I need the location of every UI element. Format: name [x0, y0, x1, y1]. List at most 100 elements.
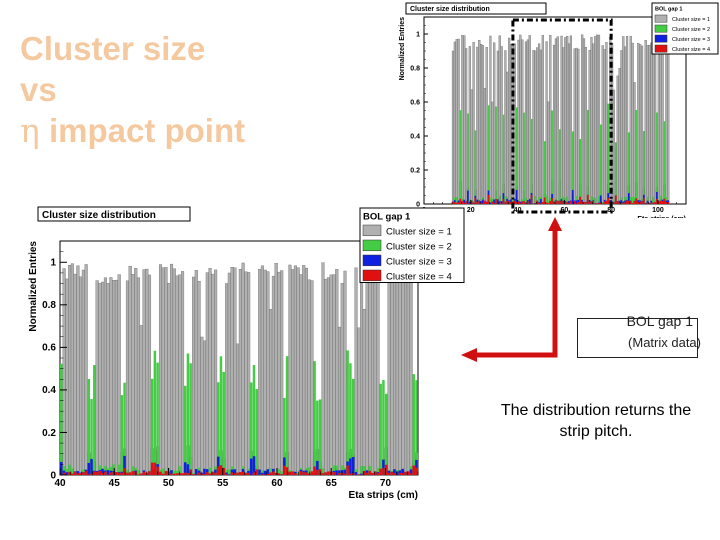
- title-line-3-text: impact point: [39, 112, 246, 149]
- bar-2: [663, 121, 666, 204]
- bar-4: [493, 203, 495, 204]
- bar-3: [186, 464, 190, 475]
- bar-4: [586, 194, 589, 204]
- bar-1: [524, 41, 528, 205]
- bar-3: [365, 470, 369, 475]
- bar-4: [313, 466, 316, 475]
- bar-1: [376, 272, 380, 476]
- bar-2: [614, 142, 617, 204]
- bar-1: [596, 34, 599, 205]
- bar-2: [321, 468, 325, 475]
- bar-2: [123, 382, 126, 475]
- bar-2: [547, 200, 550, 204]
- bar-4: [73, 471, 77, 475]
- bar-2: [137, 470, 140, 475]
- bar-4: [667, 202, 669, 204]
- bar-3: [622, 201, 625, 204]
- bar-2: [161, 468, 165, 475]
- bar-4: [123, 468, 126, 475]
- bar-2: [227, 469, 231, 475]
- bar-4: [272, 471, 275, 475]
- bar-4: [310, 471, 314, 475]
- bar-3: [216, 456, 220, 475]
- bar-4: [579, 196, 582, 204]
- bar-1: [79, 276, 83, 476]
- bar-1: [639, 44, 642, 205]
- bar-1: [233, 267, 237, 476]
- bar-1: [343, 270, 347, 476]
- bar-1: [398, 274, 402, 476]
- bar-2: [545, 195, 548, 204]
- bar-2: [598, 195, 600, 204]
- y-tick-label: 0: [50, 470, 56, 481]
- bar-4: [255, 469, 259, 475]
- bar-4: [406, 471, 410, 475]
- bar-4: [280, 474, 283, 475]
- bar-1: [393, 281, 397, 476]
- bar-4: [472, 202, 475, 204]
- bar-1: [395, 270, 399, 476]
- bar-1: [139, 325, 143, 476]
- bar-2: [590, 196, 593, 204]
- bar-1: [269, 309, 273, 476]
- bar-2: [530, 118, 533, 204]
- bar-4: [415, 467, 418, 475]
- bar-4: [170, 473, 173, 475]
- bar-1: [552, 44, 556, 205]
- bar-1: [142, 269, 146, 476]
- dataset-note-box: BOL gap 1 (Matrix data): [577, 313, 701, 358]
- title-line-2: vs: [20, 71, 57, 108]
- bar-4: [654, 201, 656, 204]
- bar-1: [601, 45, 604, 205]
- bar-1: [214, 269, 218, 476]
- callout-arrow: [461, 217, 562, 362]
- bar-1: [631, 42, 634, 205]
- bar-4: [274, 472, 278, 475]
- bar-2: [415, 380, 418, 475]
- bar-2: [538, 197, 540, 204]
- bar-4: [139, 473, 143, 475]
- bar-1: [650, 42, 653, 205]
- bar-4: [573, 200, 576, 204]
- bar-4: [365, 472, 369, 475]
- y-tick-label: 0.2: [410, 167, 420, 174]
- bar-1: [539, 49, 543, 205]
- bar-4: [461, 200, 464, 204]
- legend-swatch-1: [362, 224, 382, 237]
- bar-4: [285, 467, 289, 475]
- bar-3: [225, 472, 228, 475]
- bar-4: [457, 202, 460, 204]
- x-tick-label: 80: [607, 207, 615, 214]
- bar-1: [103, 277, 107, 476]
- bar-2: [277, 468, 281, 475]
- bar-4: [236, 472, 239, 475]
- bar-1: [109, 277, 113, 476]
- bar-1: [136, 277, 141, 476]
- bar-3: [233, 469, 236, 475]
- bar-1: [493, 42, 496, 205]
- bar-1: [481, 45, 485, 205]
- bar-1: [95, 280, 99, 476]
- bar-4: [596, 203, 598, 204]
- bar-1: [230, 267, 234, 476]
- bar-1: [321, 262, 325, 476]
- bar-2: [93, 365, 96, 475]
- bar-3: [476, 199, 479, 204]
- bar-1: [337, 326, 342, 476]
- bar-4: [101, 472, 104, 475]
- bar-4: [575, 203, 578, 204]
- bar-2: [495, 106, 497, 204]
- y-tick-label: 0.4: [410, 133, 420, 140]
- bar-1: [519, 34, 522, 205]
- bar-3: [510, 199, 512, 204]
- bar-1: [453, 41, 456, 205]
- bar-3: [627, 193, 630, 204]
- bar-1: [324, 278, 328, 476]
- bar-1: [605, 42, 608, 205]
- bar-2: [659, 195, 662, 204]
- bar-1: [360, 271, 364, 476]
- bar-2: [153, 350, 157, 475]
- bar-3: [263, 470, 267, 475]
- slide-title: Cluster size vs η impact point: [20, 28, 245, 151]
